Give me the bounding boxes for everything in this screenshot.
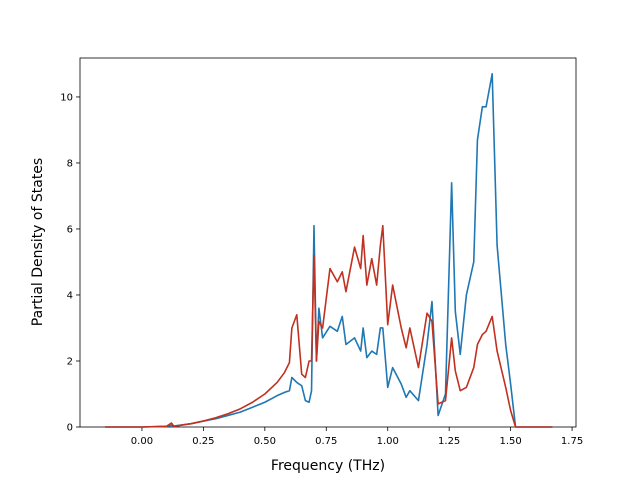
y-tick-label: 6	[67, 224, 73, 235]
x-tick-label: 1.75	[561, 436, 583, 447]
plot-frame	[79, 57, 577, 428]
x-tick-label: 0.50	[254, 436, 276, 447]
series-line	[105, 73, 553, 428]
y-tick-label: 0	[67, 423, 73, 434]
x-tick-label: 1.25	[438, 436, 460, 447]
x-tick-label: 0.25	[192, 436, 214, 447]
y-tick-label: 4	[67, 290, 73, 301]
series-line	[105, 224, 553, 428]
y-tick-label: 2	[67, 356, 73, 367]
x-tick-label: 1.00	[377, 436, 399, 447]
y-axis-label: Partial Density of States	[30, 158, 46, 326]
x-tick-label: 0.75	[315, 436, 337, 447]
y-tick-label: 10	[60, 92, 73, 103]
x-tick-label: 1.50	[499, 436, 521, 447]
x-axis-label: Frequency (THz)	[271, 458, 385, 474]
y-tick-label: 8	[67, 158, 73, 169]
x-tick-label: 0.00	[131, 436, 153, 447]
